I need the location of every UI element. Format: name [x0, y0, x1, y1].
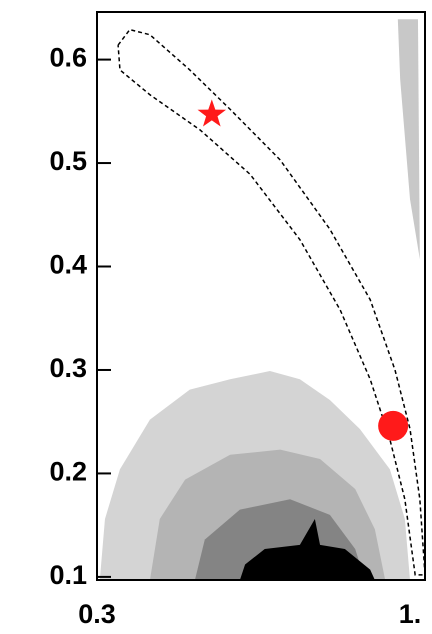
- star-marker: [197, 99, 227, 127]
- y-tick-label: 0.1: [49, 560, 87, 590]
- y-tick-label: 0.6: [49, 43, 87, 73]
- y-tick-label: 0.5: [49, 146, 87, 176]
- circle-marker: [378, 410, 409, 441]
- x-tick-label: 1.: [399, 599, 422, 629]
- contour-region: [239, 518, 375, 580]
- plot-frame: [96, 11, 426, 581]
- y-tick-label: 0.3: [49, 353, 87, 383]
- y-tick-label: 0.4: [49, 250, 87, 280]
- x-tick-label: 0.3: [78, 599, 116, 629]
- contour-line: [117, 28, 426, 576]
- contour-region: [397, 19, 420, 260]
- y-tick-label: 0.2: [49, 457, 87, 487]
